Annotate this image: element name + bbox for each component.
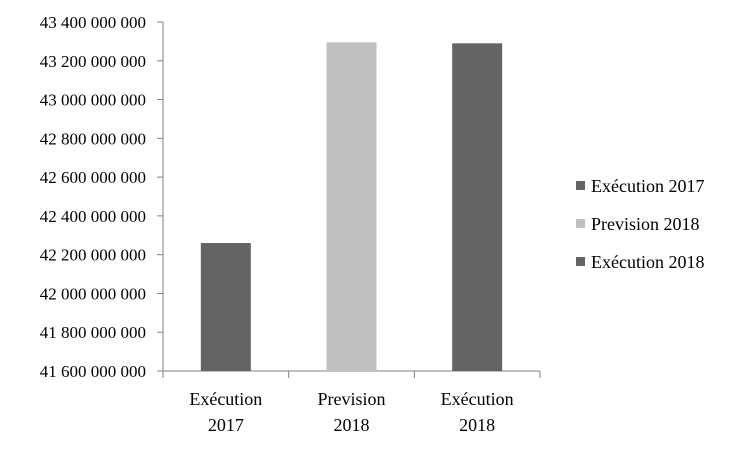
x-axis: Exécution 2017 Prevision 2018 Exécution 2018	[162, 370, 541, 435]
y-tick-label: 41 800 000 000	[40, 323, 146, 342]
y-tick-label: 42 600 000 000	[40, 168, 146, 187]
y-tick-label: 42 800 000 000	[40, 129, 146, 148]
x-category-label: Exécution	[441, 389, 514, 409]
legend-item: Exécution 2018	[576, 252, 704, 272]
legend: Exécution 2017 Prevision 2018 Exécution 20…	[576, 176, 704, 272]
bar	[452, 43, 503, 371]
legend-swatch	[576, 181, 585, 190]
x-category-label: Prevision	[317, 389, 385, 409]
y-tick-label: 42 200 000 000	[40, 246, 146, 265]
x-category-label: 2017	[208, 415, 244, 435]
legend-swatch	[576, 219, 585, 228]
bars	[200, 42, 503, 371]
y-tick-label: 43 400 000 000	[40, 13, 146, 32]
legend-label: Exécution 2017	[591, 176, 704, 196]
y-tick-label: 42 000 000 000	[40, 284, 146, 303]
legend-label: Exécution 2018	[591, 252, 704, 272]
y-tick-label: 42 400 000 000	[40, 207, 146, 226]
legend-item: Prevision 2018	[576, 214, 700, 234]
legend-item: Exécution 2017	[576, 176, 704, 196]
y-tick-label: 43 000 000 000	[40, 91, 146, 110]
legend-label: Prevision 2018	[591, 214, 700, 234]
bar	[200, 243, 251, 371]
x-category-label: 2018	[459, 415, 495, 435]
y-tick-label: 41 600 000 000	[40, 362, 146, 381]
y-tick-label: 43 200 000 000	[40, 52, 146, 71]
x-category-label: 2018	[334, 415, 370, 435]
y-axis: 41 600 000 000 41 800 000 000 42 000 000 0…	[40, 13, 164, 381]
bar	[326, 42, 377, 371]
legend-swatch	[576, 257, 585, 266]
x-category-label: Exécution	[189, 389, 262, 409]
